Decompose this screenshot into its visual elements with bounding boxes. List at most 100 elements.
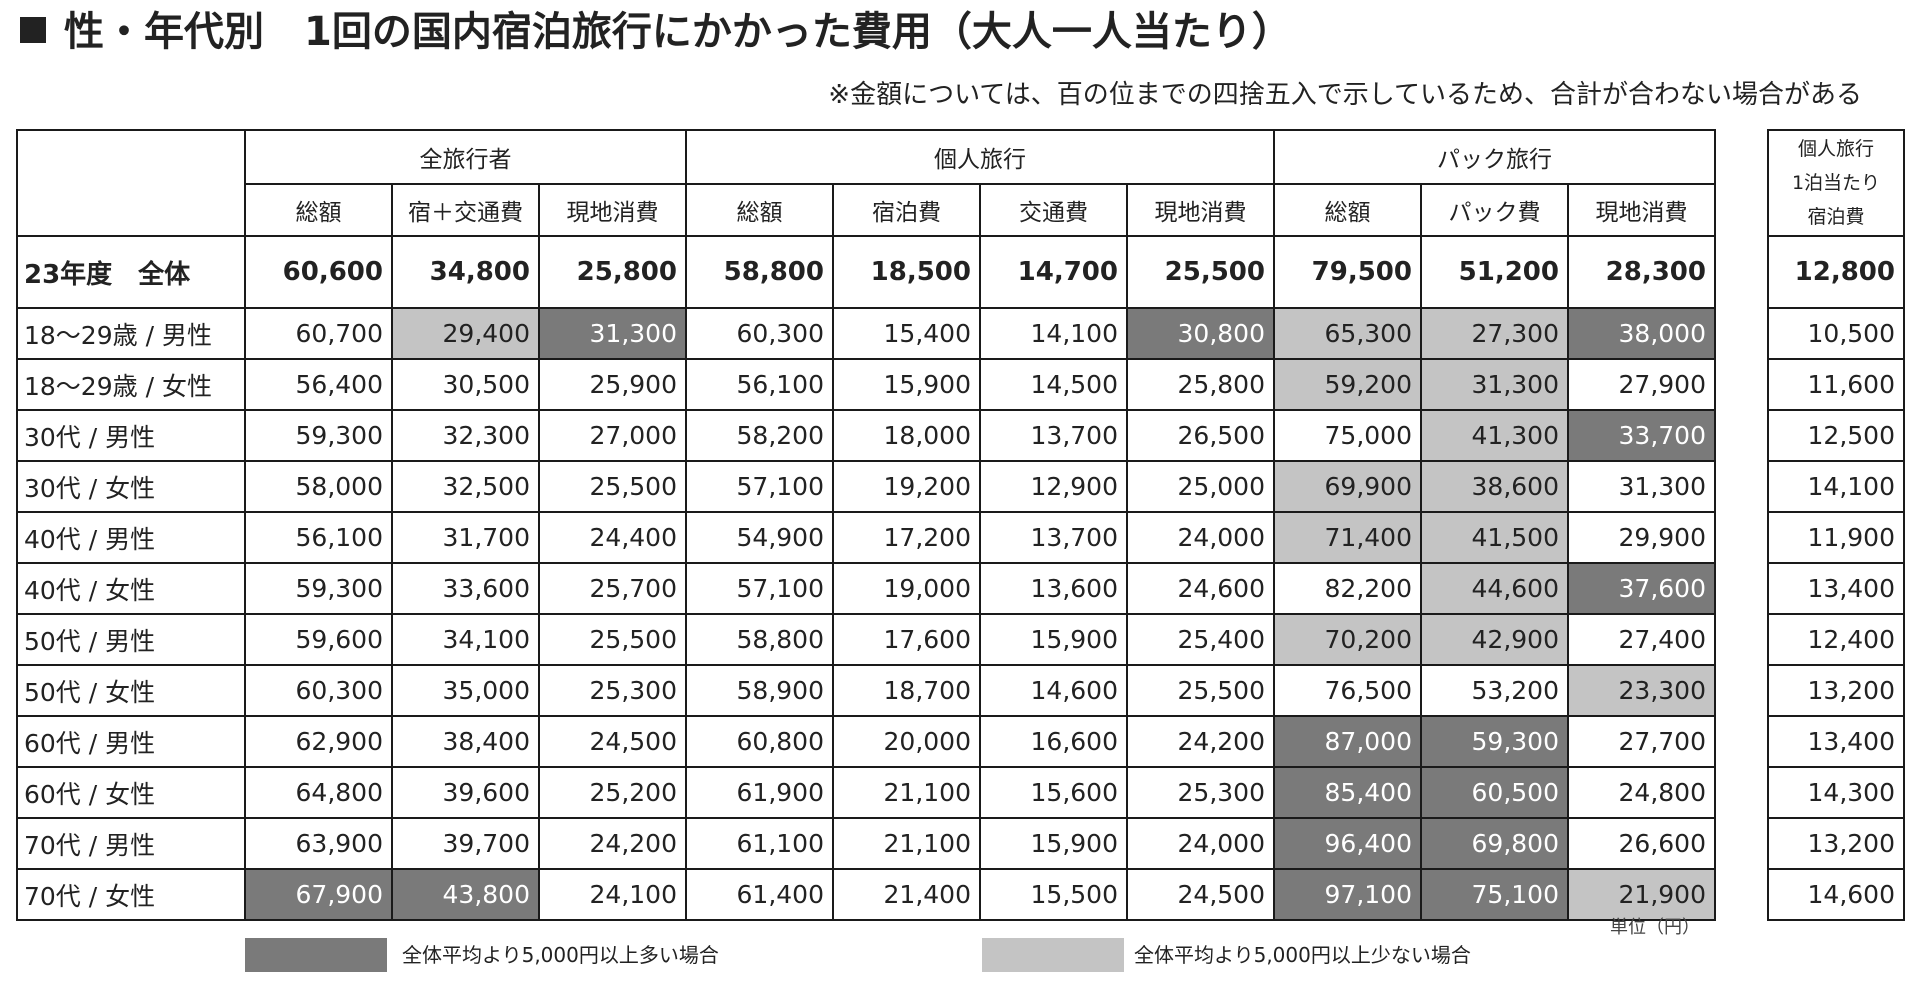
row-label: 60代 / 女性 bbox=[16, 766, 246, 819]
table-cell: 25,500 bbox=[538, 460, 687, 513]
table-cell: 17,600 bbox=[832, 613, 981, 666]
per-night-header-line: 1泊当たり bbox=[1791, 172, 1881, 194]
row-label: 30代 / 女性 bbox=[16, 460, 246, 513]
table-cell: 59,300 bbox=[1420, 715, 1569, 768]
table-cell: 17,200 bbox=[832, 511, 981, 564]
table-cell: 62,900 bbox=[244, 715, 393, 768]
per-night-row: 14,100 bbox=[1767, 460, 1905, 513]
unit-label: 単位（円） bbox=[1610, 917, 1700, 938]
per-night-header: 個人旅行 1泊当たり 宿泊費 bbox=[1767, 129, 1905, 237]
table-cell: 71,400 bbox=[1273, 511, 1422, 564]
table-cell: 32,500 bbox=[391, 460, 540, 513]
table-cell: 61,400 bbox=[685, 868, 834, 921]
table-cell: 53,200 bbox=[1420, 664, 1569, 717]
row-label: 70代 / 女性 bbox=[16, 868, 246, 921]
total-row: 23年度 全体 60,600 34,800 25,800 58,800 18,5… bbox=[16, 235, 1716, 309]
per-night-cell: 14,100 bbox=[1767, 460, 1905, 513]
per-night-cell: 13,200 bbox=[1767, 817, 1905, 870]
column-header: 宿＋交通費 bbox=[391, 183, 540, 237]
table-cell: 61,100 bbox=[685, 817, 834, 870]
table-cell: 32,300 bbox=[391, 409, 540, 462]
table-cell: 15,400 bbox=[832, 307, 981, 360]
column-header: パック費 bbox=[1420, 183, 1569, 237]
table-cell: 58,000 bbox=[244, 460, 393, 513]
legend-light-swatch bbox=[982, 938, 1124, 972]
table-row: 50代 / 女性 60,300 35,000 25,300 58,900 18,700 14… bbox=[16, 664, 1716, 717]
table-cell: 29,400 bbox=[391, 307, 540, 360]
table-cell: 60,300 bbox=[244, 664, 393, 717]
table-cell: 24,200 bbox=[1126, 715, 1275, 768]
per-night-row: 11,600 bbox=[1767, 358, 1905, 411]
table-row: 18～29歳 / 女性 56,400 30,500 25,900 56,100 15,90… bbox=[16, 358, 1716, 411]
table-cell: 26,600 bbox=[1567, 817, 1716, 870]
table-cell: 58,200 bbox=[685, 409, 834, 462]
column-header: 宿泊費 bbox=[832, 183, 981, 237]
table-cell: 59,600 bbox=[244, 613, 393, 666]
row-label: 70代 / 男性 bbox=[16, 817, 246, 870]
table-cell: 21,100 bbox=[832, 817, 981, 870]
table-cell: 26,500 bbox=[1126, 409, 1275, 462]
table-cell: 14,700 bbox=[979, 235, 1128, 309]
table-cell: 75,000 bbox=[1273, 409, 1422, 462]
per-night-cell: 13,400 bbox=[1767, 715, 1905, 768]
table-cell: 20,000 bbox=[832, 715, 981, 768]
table-cell: 38,400 bbox=[391, 715, 540, 768]
per-night-row: 14,300 bbox=[1767, 766, 1905, 819]
table-row: 30代 / 女性 58,000 32,500 25,500 57,100 19,200 12… bbox=[16, 460, 1716, 513]
table-cell: 16,600 bbox=[979, 715, 1128, 768]
table-row: 60代 / 男性 62,900 38,400 24,500 60,800 20,000 16… bbox=[16, 715, 1716, 768]
table-cell: 18,700 bbox=[832, 664, 981, 717]
row-label: 60代 / 男性 bbox=[16, 715, 246, 768]
table-cell: 38,600 bbox=[1420, 460, 1569, 513]
table-cell: 41,300 bbox=[1420, 409, 1569, 462]
table-cell: 63,900 bbox=[244, 817, 393, 870]
table-cell: 15,900 bbox=[979, 613, 1128, 666]
per-night-cell: 10,500 bbox=[1767, 307, 1905, 360]
table-cell: 25,300 bbox=[1126, 766, 1275, 819]
table-cell: 14,100 bbox=[979, 307, 1128, 360]
page-title-text: 性・年代別 1回の国内宿泊旅行にかかった費用（大人一人当たり） bbox=[64, 9, 1292, 55]
table-cell: 57,100 bbox=[685, 460, 834, 513]
table-row: 50代 / 男性 59,600 34,100 25,500 58,800 17,600 15… bbox=[16, 613, 1716, 666]
table-cell: 34,100 bbox=[391, 613, 540, 666]
table-cell: 25,300 bbox=[538, 664, 687, 717]
per-night-row: 12,400 bbox=[1767, 613, 1905, 666]
table-cell: 38,000 bbox=[1567, 307, 1716, 360]
table-cell: 82,200 bbox=[1273, 562, 1422, 615]
column-header: 総額 bbox=[685, 183, 834, 237]
column-header-row: 総額 宿＋交通費 現地消費 総額 宿泊費 交通費 現地消費 総額 パック費 現地… bbox=[17, 183, 1716, 237]
per-night-cell: 14,600 bbox=[1767, 868, 1905, 921]
table-cell: 18,500 bbox=[832, 235, 981, 309]
table-cell: 13,600 bbox=[979, 562, 1128, 615]
table-cell: 27,400 bbox=[1567, 613, 1716, 666]
per-night-cell: 12,400 bbox=[1767, 613, 1905, 666]
table-cell: 60,700 bbox=[244, 307, 393, 360]
table-cell: 64,800 bbox=[244, 766, 393, 819]
table-cell: 67,900 bbox=[244, 868, 393, 921]
table-cell: 15,900 bbox=[979, 817, 1128, 870]
table-cell: 18,000 bbox=[832, 409, 981, 462]
table-cell: 27,300 bbox=[1420, 307, 1569, 360]
table-cell: 25,900 bbox=[538, 358, 687, 411]
table-cell: 14,500 bbox=[979, 358, 1128, 411]
table-cell: 15,600 bbox=[979, 766, 1128, 819]
table-cell: 27,700 bbox=[1567, 715, 1716, 768]
table-cell: 79,500 bbox=[1273, 235, 1422, 309]
table-row: 40代 / 女性 59,300 33,600 25,700 57,100 19,000 13… bbox=[16, 562, 1716, 615]
table-cell: 85,400 bbox=[1273, 766, 1422, 819]
corner-cell bbox=[16, 129, 246, 237]
cost-table: 全旅行者 個人旅行 パック旅行 総額 宿＋交通費 現地消費 総額 宿泊費 交通費… bbox=[16, 129, 1716, 921]
table-cell: 58,800 bbox=[685, 613, 834, 666]
table-cell: 34,800 bbox=[391, 235, 540, 309]
table-cell: 57,100 bbox=[685, 562, 834, 615]
table-row: 70代 / 男性 63,900 39,700 24,200 61,100 21,100 15… bbox=[16, 817, 1716, 870]
table-cell: 21,400 bbox=[832, 868, 981, 921]
table-row: 18～29歳 / 男性 60,700 29,400 31,300 60,300 15,40… bbox=[16, 307, 1716, 360]
group-individual-travel: 個人旅行 bbox=[685, 129, 1275, 185]
table-cell: 25,500 bbox=[1126, 235, 1275, 309]
table-row: 30代 / 男性 59,300 32,300 27,000 58,200 18,000 13… bbox=[16, 409, 1716, 462]
table-cell: 56,100 bbox=[685, 358, 834, 411]
row-label: 40代 / 女性 bbox=[16, 562, 246, 615]
group-header-row: 全旅行者 個人旅行 パック旅行 bbox=[16, 129, 1716, 237]
table-cell: 15,500 bbox=[979, 868, 1128, 921]
